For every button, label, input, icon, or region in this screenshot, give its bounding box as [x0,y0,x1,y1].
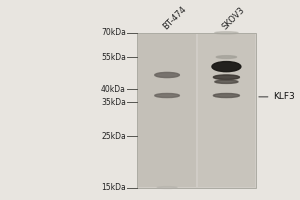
Text: SKOV3: SKOV3 [220,5,246,31]
FancyBboxPatch shape [198,34,255,187]
FancyBboxPatch shape [137,33,256,188]
Ellipse shape [213,93,239,98]
Text: 35kDa: 35kDa [101,98,126,107]
Text: 25kDa: 25kDa [101,132,126,141]
Ellipse shape [213,75,239,80]
Ellipse shape [155,72,179,78]
Ellipse shape [216,56,236,58]
Ellipse shape [215,32,238,34]
Text: BT-474: BT-474 [161,4,188,31]
Text: 15kDa: 15kDa [101,183,126,192]
Text: KLF3: KLF3 [259,92,295,101]
Text: 40kDa: 40kDa [101,85,126,94]
Text: 70kDa: 70kDa [101,28,126,37]
Ellipse shape [215,80,238,83]
Ellipse shape [157,187,177,188]
Ellipse shape [212,62,241,72]
Text: 55kDa: 55kDa [101,53,126,62]
Ellipse shape [155,93,179,98]
FancyBboxPatch shape [138,34,196,187]
